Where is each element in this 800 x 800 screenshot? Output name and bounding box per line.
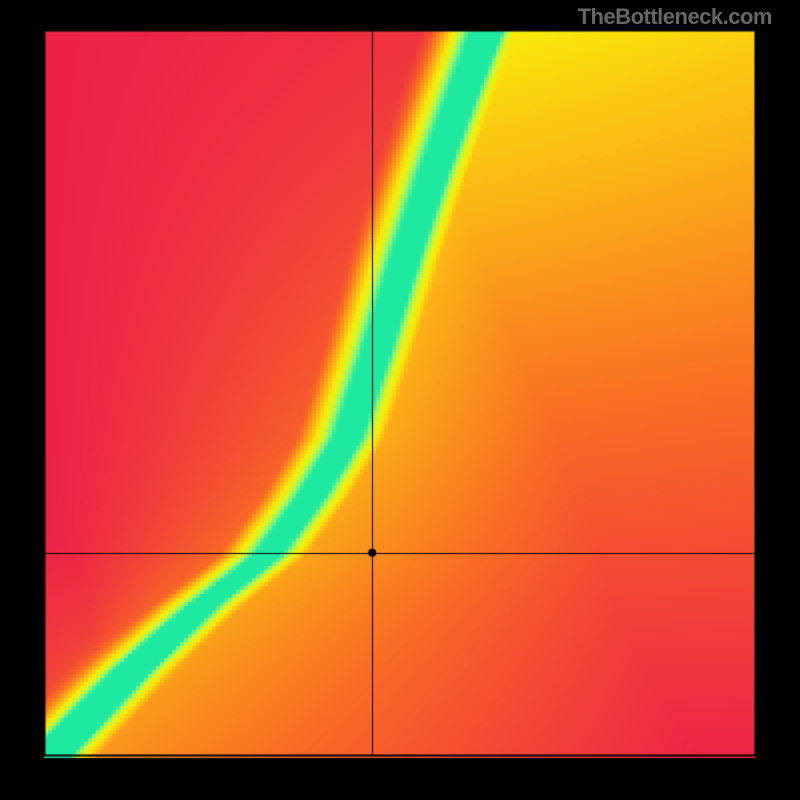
heatmap-canvas	[0, 0, 800, 800]
watermark-text: TheBottleneck.com	[578, 4, 772, 30]
